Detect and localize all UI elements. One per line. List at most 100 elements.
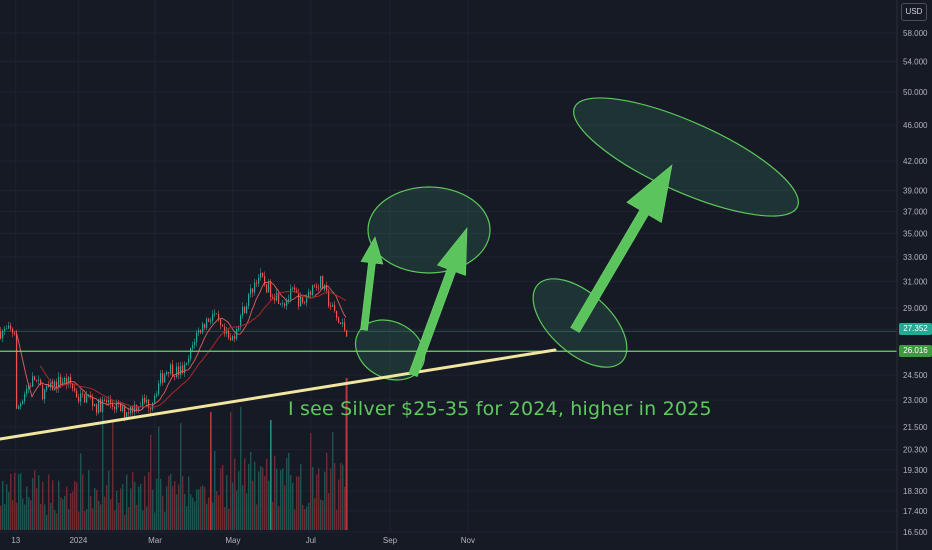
candle-body <box>256 282 258 284</box>
volume-bar <box>268 480 270 530</box>
volume-bar <box>0 505 2 530</box>
candle-body <box>12 328 14 334</box>
candle-body <box>192 345 194 349</box>
candle-body <box>162 373 164 383</box>
volume-bar <box>345 378 348 530</box>
candle-body <box>50 381 52 388</box>
volume-bar <box>236 490 238 530</box>
volume-bar <box>226 475 228 530</box>
candle-body <box>74 388 76 391</box>
price-tick-label: 17.400 <box>903 507 928 516</box>
candle-body <box>54 381 56 391</box>
volume-bar <box>100 504 102 530</box>
volume-bar <box>202 485 204 530</box>
volume-bar <box>196 489 198 530</box>
volume-bar <box>180 423 182 530</box>
price-tick-label: 33.000 <box>903 253 928 262</box>
volume-bar <box>232 482 234 530</box>
price-tick-label: 21.500 <box>903 423 928 432</box>
volume-bar <box>304 509 306 530</box>
candle-body <box>168 371 170 374</box>
candle-body <box>234 336 236 339</box>
candle-body <box>20 403 22 407</box>
moving-averages <box>15 280 347 411</box>
candle-body <box>6 328 8 330</box>
volume-bar <box>88 470 90 530</box>
candle-body <box>212 314 214 321</box>
candle-body <box>222 325 224 327</box>
currency-button[interactable]: USD <box>901 3 927 21</box>
volume-bar <box>130 488 132 530</box>
candle-body <box>260 272 262 278</box>
volume-bar <box>140 483 142 530</box>
target-arrows <box>360 164 673 377</box>
volume-bar <box>204 486 206 530</box>
volume-bar <box>74 481 76 530</box>
volume-bar <box>10 473 12 530</box>
volume-bar <box>302 504 304 530</box>
candle-body <box>104 399 106 401</box>
volume-bar <box>170 474 172 530</box>
candle-body <box>242 306 244 316</box>
candle-body <box>294 287 296 291</box>
candle-body <box>240 315 242 328</box>
candle-body <box>276 292 278 301</box>
volume-bar <box>128 507 130 530</box>
volume-bar <box>274 455 276 530</box>
volume-bar <box>206 503 208 530</box>
candle-body <box>198 330 200 333</box>
volume-bar <box>266 458 268 530</box>
candle-body <box>194 342 196 346</box>
volume-bar <box>332 432 334 530</box>
candle-body <box>226 330 228 334</box>
price-tick-label: 20.300 <box>903 446 928 455</box>
volume-bar <box>306 506 308 530</box>
target-arrow <box>570 164 673 333</box>
volume-bar <box>36 488 38 530</box>
volume-bar <box>272 501 274 530</box>
volume-bar <box>342 464 344 530</box>
candle-body <box>102 399 104 412</box>
candle-body <box>344 322 346 331</box>
volume-bar <box>116 490 118 530</box>
candle-body <box>66 378 68 385</box>
price-tick-label: 58.000 <box>903 29 928 38</box>
volume-bar <box>158 426 160 530</box>
volume-bar <box>50 503 52 530</box>
volume-bar <box>324 471 326 530</box>
candle-body <box>124 406 126 418</box>
candle-body <box>280 303 282 305</box>
candle-body <box>174 376 176 377</box>
volume-bar <box>218 495 220 530</box>
candle-body <box>188 358 190 363</box>
candle-body <box>278 292 280 304</box>
candle-body <box>86 395 88 403</box>
candle-body <box>248 294 250 307</box>
volume-bar <box>82 474 84 530</box>
volume-bar <box>166 486 168 530</box>
candle-body <box>254 282 256 293</box>
volume-bar <box>142 510 144 530</box>
volume-bar <box>186 506 188 530</box>
volume-bar <box>298 476 300 530</box>
time-axis[interactable]: 13 2024 Mar May Jul Sep Nov <box>11 536 475 545</box>
volume-bar <box>264 476 266 530</box>
candle-body <box>152 402 154 410</box>
candle-body <box>116 402 118 410</box>
volume-bar <box>242 485 244 530</box>
volume-bar <box>320 499 322 530</box>
candle-body <box>284 303 286 306</box>
price-tick-label: 39.000 <box>903 187 928 196</box>
candle-body <box>196 332 198 343</box>
candle-body <box>106 400 108 403</box>
volume-bar <box>118 502 120 530</box>
volume-bar <box>188 476 190 530</box>
candle-body <box>76 390 78 398</box>
candle-body <box>98 399 100 413</box>
candle-body <box>288 299 290 301</box>
candle-body <box>342 322 344 325</box>
volume-bar <box>30 500 32 530</box>
candle-body <box>202 323 204 333</box>
time-tick-label: Mar <box>148 536 162 545</box>
